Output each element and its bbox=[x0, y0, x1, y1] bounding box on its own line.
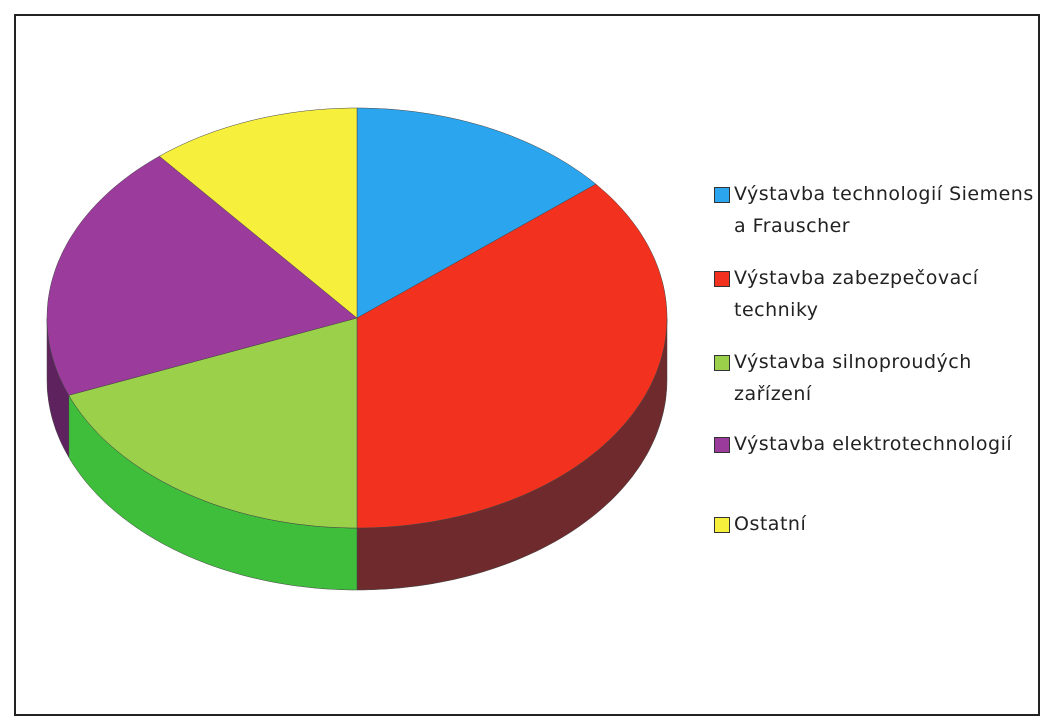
legend-label: Výstavba silnoproudých zařízení bbox=[734, 351, 972, 405]
legend-label: Výstavba elektrotechnologií bbox=[734, 433, 1013, 455]
pie-slice bbox=[46, 155, 358, 396]
legend-swatch bbox=[714, 517, 730, 533]
legend-swatch bbox=[714, 187, 730, 203]
legend-swatch bbox=[714, 437, 730, 453]
legend-item: Ostatní bbox=[714, 508, 1034, 540]
legend-item: Výstavba silnoproudých zařízení bbox=[714, 346, 1034, 410]
legend-label: Výstavba zabezpečovací techniky bbox=[734, 267, 979, 321]
pie-slice bbox=[356, 107, 597, 319]
legend-item: Výstavba zabezpečovací techniky bbox=[714, 262, 1034, 326]
pie-slice bbox=[356, 183, 668, 529]
pie-slice bbox=[158, 107, 358, 319]
legend-swatch bbox=[714, 271, 730, 287]
legend-label: Výstavba technologií Siemens a Frauscher bbox=[734, 183, 1034, 237]
pie-slice bbox=[68, 317, 358, 529]
legend-item: Výstavba elektrotechnologií bbox=[714, 428, 1034, 460]
legend-item: Výstavba technologií Siemens a Frauscher bbox=[714, 178, 1034, 242]
legend-label: Ostatní bbox=[734, 513, 807, 535]
legend-swatch bbox=[714, 355, 730, 371]
